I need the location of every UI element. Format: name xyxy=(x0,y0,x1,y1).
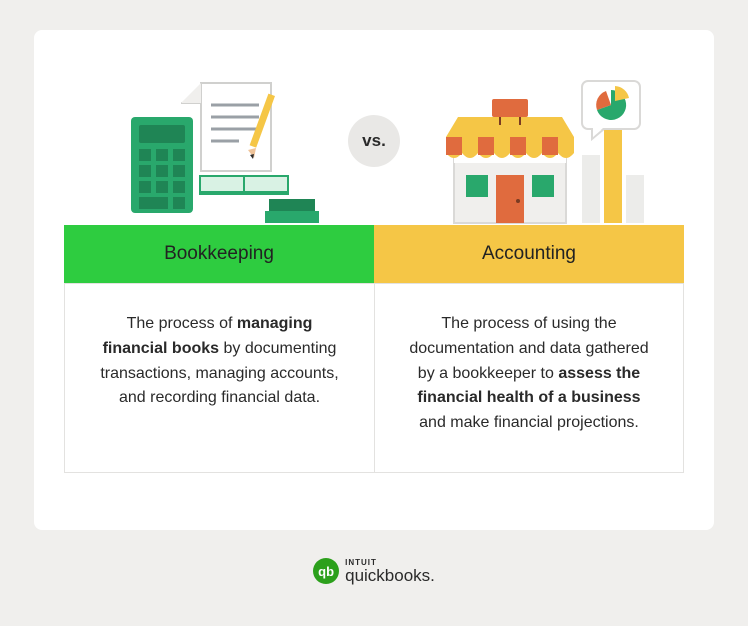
footer-text: INTUIT quickbooks. xyxy=(345,559,435,584)
desc-text: The process of xyxy=(127,315,237,332)
vs-badge: vs. xyxy=(348,115,400,167)
accounting-heading: Accounting xyxy=(374,225,684,283)
accounting-illustration xyxy=(374,70,684,225)
quickbooks-logo-icon: qb xyxy=(313,558,339,584)
accounting-column: Accounting The process of using the docu… xyxy=(374,70,684,500)
bookkeeping-column: Bookkeeping The process of managing fina… xyxy=(64,70,374,500)
comparison-card: vs. xyxy=(34,30,714,530)
desc-text: and make financial projections. xyxy=(419,414,639,431)
bookkeeping-description: The process of managing financial books … xyxy=(64,283,374,473)
footer-branding: qb INTUIT quickbooks. xyxy=(313,558,435,584)
accounting-description: The process of using the documentation a… xyxy=(374,283,684,473)
bookkeeping-illustration xyxy=(64,70,374,225)
bookkeeping-heading: Bookkeeping xyxy=(64,225,374,283)
quickbooks-label: quickbooks. xyxy=(345,567,435,584)
